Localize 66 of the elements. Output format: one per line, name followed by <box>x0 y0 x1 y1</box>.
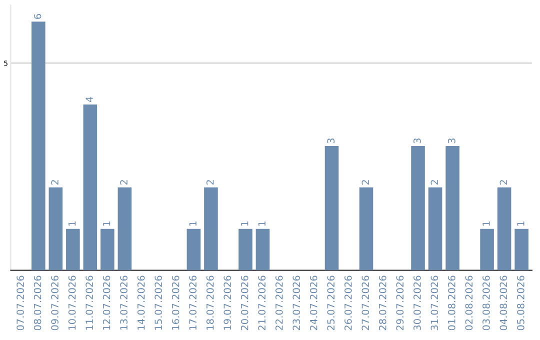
x-tick-label: 19.07.2026 <box>224 276 232 330</box>
x-tick-label: 30.07.2026 <box>413 276 421 330</box>
x-tick-label: 23.07.2026 <box>292 276 300 330</box>
data-label: 2 <box>430 180 438 185</box>
x-tick-label: 20.07.2026 <box>240 276 248 330</box>
x-tick-label: 11.07.2026 <box>86 276 93 330</box>
data-label: 3 <box>448 138 456 144</box>
data-label: 2 <box>51 180 58 185</box>
x-tick-label: 31.07.2026 <box>430 276 438 330</box>
bar <box>32 22 46 270</box>
x-tick-label: 10.07.2026 <box>68 276 76 330</box>
bar <box>118 187 132 270</box>
data-label: 2 <box>120 180 128 185</box>
x-tick-label: 21.07.2026 <box>258 276 266 330</box>
data-label: 1 <box>258 222 266 226</box>
x-tick-label: 14.07.2026 <box>137 276 145 330</box>
data-label: 2 <box>206 180 214 185</box>
x-tick-label: 16.07.2026 <box>172 276 180 330</box>
data-label: 4 <box>86 96 93 102</box>
data-label: 1 <box>482 222 490 226</box>
bar <box>256 228 270 270</box>
data-label: 1 <box>517 222 524 226</box>
x-tick-label: 12.07.2026 <box>102 276 110 330</box>
bar <box>324 146 339 270</box>
bar <box>204 187 218 270</box>
bar <box>428 187 442 270</box>
bar <box>480 228 494 270</box>
x-tick-label: 25.07.2026 <box>327 276 335 330</box>
data-label: 1 <box>241 222 248 226</box>
x-tick-label: 27.07.2026 <box>362 276 370 330</box>
data-label: 1 <box>103 222 110 226</box>
bar <box>359 187 374 270</box>
data-label: 1 <box>68 222 76 226</box>
data-label: 3 <box>327 138 335 144</box>
x-tick-label: 05.08.2026 <box>517 276 524 330</box>
x-tick-label: 03.08.2026 <box>482 276 490 330</box>
x-tick-label: 02.08.2026 <box>465 276 473 330</box>
data-label: 2 <box>500 180 507 185</box>
x-tick-label: 01.08.2026 <box>448 276 456 330</box>
x-tick-label: 29.07.2026 <box>396 276 404 330</box>
x-tick-label: 08.07.2026 <box>34 276 42 330</box>
bar <box>48 187 63 270</box>
x-tick-label: 04.08.2026 <box>500 276 508 330</box>
x-tick-label: 07.07.2026 <box>16 276 24 330</box>
data-label: 3 <box>413 138 421 144</box>
bar <box>514 228 528 270</box>
x-tick-label: 09.07.2026 <box>51 276 58 330</box>
x-tick-label: 26.07.2026 <box>344 276 352 330</box>
x-tick-label: 22.07.2026 <box>275 276 283 330</box>
x-tick-label: 18.07.2026 <box>206 276 214 330</box>
x-tick-label: 13.07.2026 <box>120 276 128 330</box>
bar <box>411 146 425 270</box>
bar <box>238 228 252 270</box>
x-tick-label: 17.07.2026 <box>189 276 197 330</box>
data-label: 1 <box>189 222 196 226</box>
bar <box>497 187 512 270</box>
bar <box>186 228 201 270</box>
bar <box>83 104 98 270</box>
x-tick-label: 24.07.2026 <box>310 276 318 330</box>
x-tick-label: 15.07.2026 <box>154 276 162 330</box>
bar <box>100 228 114 270</box>
bar <box>446 146 460 270</box>
data-label: 6 <box>34 14 42 19</box>
bar <box>66 228 80 270</box>
data-label: 2 <box>362 180 369 185</box>
x-tick-label: 28.07.2026 <box>378 276 386 330</box>
